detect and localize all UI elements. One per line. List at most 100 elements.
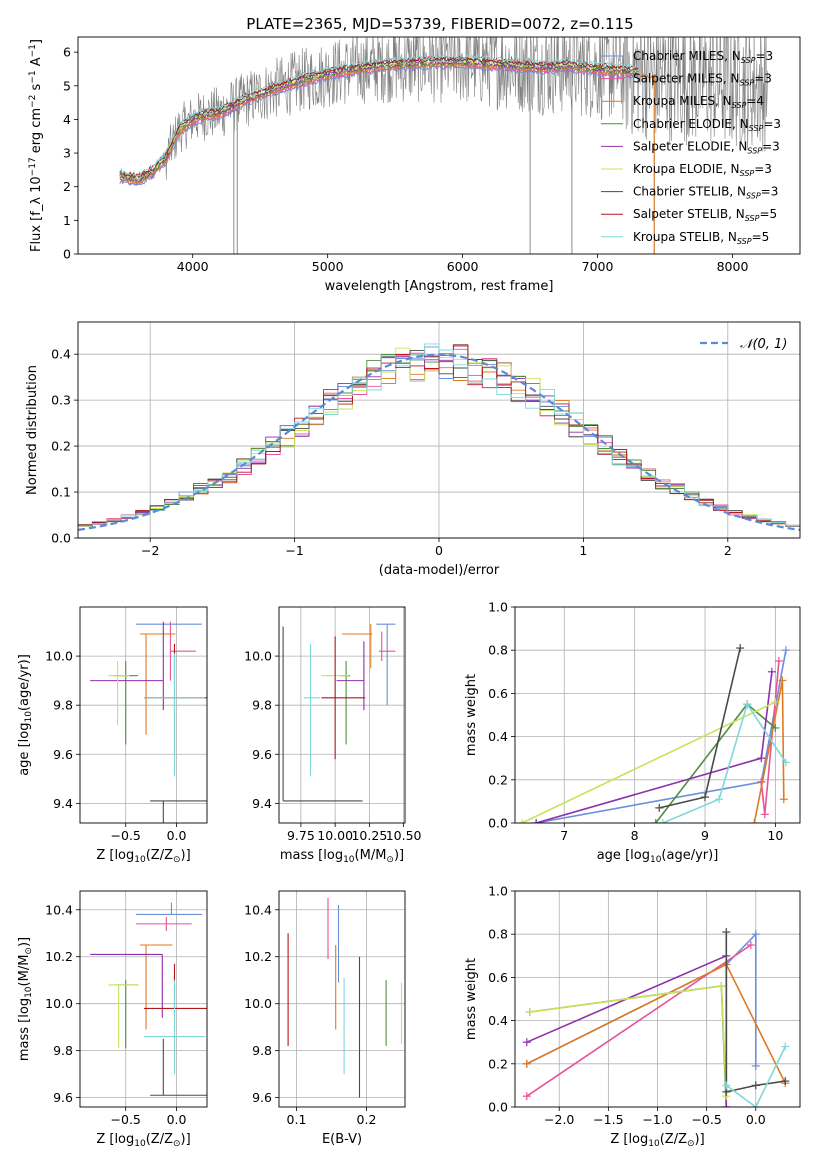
- errorbar-salpeter-miles: [135, 916, 192, 931]
- weight-series-salpeter-elodie: [532, 667, 776, 823]
- errorbar-chabrier-stelib: [150, 1038, 207, 1096]
- errorbar-kroupa-stelib: [144, 653, 205, 777]
- y-axis-label: mass [log10(M/M⊙)]: [17, 937, 34, 1061]
- weight-series-kroupa-stelib: [658, 700, 790, 823]
- legend-label: Kroupa MILES, NSSP=4: [633, 94, 764, 110]
- y-tick-label: 0: [63, 247, 71, 262]
- x-tick-label: 5000: [312, 259, 344, 274]
- model-line-salpeter-elodie: [119, 59, 639, 182]
- errorbar-chabrier-miles: [135, 902, 202, 916]
- model-line-chabrier-stelib: [119, 56, 639, 179]
- errorbar-kroupa-elodie: [108, 661, 130, 725]
- y-tick-label: 10.0: [244, 996, 272, 1011]
- x-tick-label: 8: [631, 828, 639, 843]
- legend-label: Kroupa ELODIE, NSSP=3: [633, 162, 772, 178]
- y-tick-label: 9.8: [252, 698, 272, 713]
- x-tick-label: 2: [724, 543, 732, 558]
- legend-label: 𝒩(0, 1): [740, 337, 787, 352]
- model-line-kroupa-miles: [119, 61, 655, 184]
- x-tick-label: 10: [767, 828, 783, 843]
- x-tick-label: −1.0: [642, 1112, 672, 1127]
- y-tick-label: 1.0: [488, 600, 508, 615]
- y-tick-label: 9.4: [53, 796, 73, 811]
- y-tick-label: 0.8: [488, 643, 508, 658]
- errorbar-kroupa-stelib: [144, 980, 205, 1075]
- x-axis-label: Z [log10(Z/Z⊙)]: [96, 1132, 190, 1149]
- errorbar-salpeter-elodie: [90, 953, 163, 1018]
- plot-frame: [77, 36, 801, 255]
- x-tick-label: −1: [285, 543, 303, 558]
- weight-line: [535, 671, 773, 823]
- x-tick-label: 7: [560, 828, 568, 843]
- y-tick-label: 10.0: [244, 649, 272, 664]
- y-tick-label: 10.4: [244, 902, 272, 917]
- plot-frame: [514, 890, 801, 1108]
- x-tick-label: 0: [435, 543, 443, 558]
- model-line-chabrier-miles: [119, 64, 639, 187]
- weight-series-chabrier-elodie: [651, 700, 780, 823]
- y-axis-label: mass weight: [464, 958, 479, 1040]
- gaussian-curve: [78, 353, 800, 531]
- x-tick-label: 8000: [717, 259, 749, 274]
- plot-frame: [278, 606, 406, 824]
- weight-vs-metallicity-panel: −2.0 −1.5 −1.0 −0.5 0.0 0.0 0.2 0.4 0.6 0.8 1.0 Z […: [464, 884, 801, 1149]
- y-tick-label: 0.4: [488, 1013, 508, 1028]
- residuals-panel: −2 −1 0 1 2 0.0 0.1 0.2 0.3 0.4 (data-model)/error…: [25, 321, 801, 578]
- weight-line: [521, 701, 776, 823]
- y-tick-label: 5: [63, 78, 71, 93]
- errorbar-chabrier-elodie: [340, 661, 351, 745]
- y-tick-label: 0.2: [488, 1056, 508, 1071]
- y-tick-label: 1: [63, 213, 71, 228]
- errorbar-chabrier-stelib: [150, 800, 207, 823]
- y-tick-label: 9.8: [252, 1043, 272, 1058]
- errorbar-kroupa-miles: [342, 624, 373, 669]
- y-tick-label: 10.0: [45, 996, 73, 1011]
- x-tick-label: −1.5: [593, 1112, 623, 1127]
- weight-vs-age-panel: 7 8 9 10 0.0 0.2 0.4 0.6 0.8 1.0 age [log10(age/yr…: [464, 600, 801, 865]
- residuals-legend: 𝒩(0, 1): [700, 337, 787, 352]
- y-tick-label: 0.1: [51, 485, 71, 500]
- x-axis-label: mass [log10(M/M⊙)]: [280, 848, 404, 865]
- y-tick-label: 9.8: [53, 1043, 73, 1058]
- weight-series-kroupa-elodie: [518, 698, 780, 823]
- mass_vs_Z-plot-area: [90, 902, 207, 1096]
- y-tick-label: 9.6: [252, 747, 272, 762]
- plot-frame: [278, 890, 406, 1108]
- x-tick-label: −2: [141, 543, 159, 558]
- y-tick-label: 1.0: [488, 884, 508, 899]
- x-tick-label: −0.5: [691, 1112, 721, 1127]
- spectrum-legend: Chabrier MILES, NSSP=3 Salpeter MILES, NS…: [601, 49, 781, 246]
- errorbar-salpeter-stelib: [144, 643, 207, 755]
- errorbar-chabrier-miles: [376, 623, 396, 706]
- weight-series-kroupa-elodie: [525, 982, 731, 1101]
- mass-vs-metallicity-panel: −0.5 0.0 9.6 9.8 10.0 10.2 10.4 Z [log10(Z/Z⊙)]…: [17, 890, 208, 1149]
- figure-title: PLATE=2365, MJD=53739, FIBERID=0072, z=0…: [246, 15, 633, 33]
- y-tick-label: 9.4: [252, 796, 272, 811]
- x-tick-label: 10.50: [386, 828, 422, 843]
- weight_vs_age-plot-area: [518, 644, 790, 823]
- y-tick-label: 0.0: [51, 531, 71, 546]
- weight-series-chabrier-elodie: [525, 982, 731, 1107]
- x-axis-label: E(B-V): [322, 1132, 362, 1147]
- y-tick-label: 0.8: [488, 927, 508, 942]
- errorbar-salpeter-stelib: [144, 963, 207, 1016]
- errorbar-kroupa-miles: [139, 944, 173, 1030]
- weight-series-kroupa-miles: [522, 960, 790, 1088]
- x-axis-label: Z [log10(Z/Z⊙)]: [96, 848, 190, 865]
- legend-label: Salpeter ELODIE, NSSP=3: [633, 139, 780, 155]
- y-tick-label: 2: [63, 179, 71, 194]
- mass-vs-ebv-panel: 0.1 0.2 9.6 9.8 10.0 10.2 10.4 E(B-V): [244, 890, 406, 1147]
- x-tick-label: 0.0: [167, 828, 187, 843]
- x-axis-label: age [log10(age/yr)]: [597, 848, 719, 865]
- x-tick-label: 10.25: [351, 828, 387, 843]
- model-line-kroupa-stelib: [119, 54, 639, 177]
- x-tick-label: 7000: [582, 259, 614, 274]
- age-vs-metallicity-panel: −0.5 0.0 9.4 9.6 9.8 10.0 Z [log10(Z/Z⊙)] age […: [17, 606, 208, 865]
- y-tick-label: 0.2: [51, 439, 71, 454]
- x-tick-label: 0.0: [746, 1112, 766, 1127]
- y-tick-label: 3: [63, 146, 71, 161]
- errorbar-salpeter-miles: [378, 631, 396, 661]
- x-tick-label: 4000: [177, 259, 209, 274]
